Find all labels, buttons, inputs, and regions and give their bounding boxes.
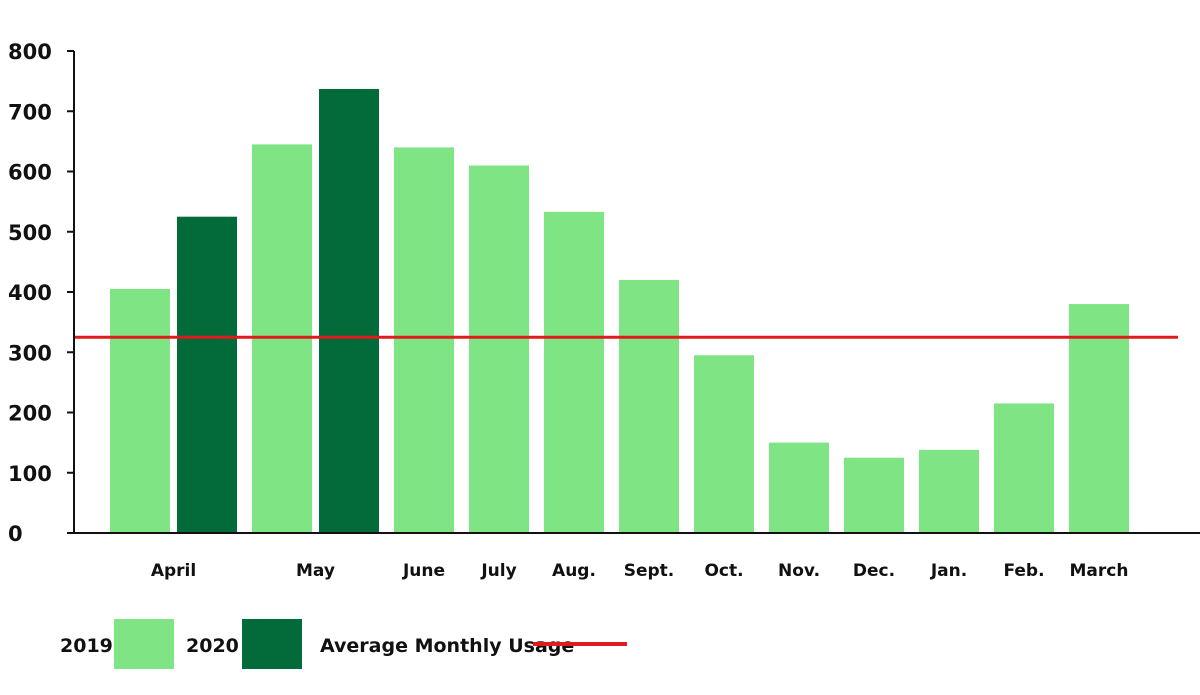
bar-2019-sept xyxy=(619,279,679,533)
bar-2019-feb xyxy=(994,403,1054,533)
bars-group xyxy=(110,88,1129,534)
x-tick-label: June xyxy=(402,561,445,581)
bar-2019-june xyxy=(394,147,454,533)
x-tick-label: Sept. xyxy=(624,561,675,581)
bar-2019-april xyxy=(110,288,170,533)
legend-label-2019: 2019 xyxy=(60,635,113,657)
x-tick-label: Oct. xyxy=(704,561,743,581)
legend-swatch-2020 xyxy=(242,619,302,669)
y-tick-label: 700 xyxy=(8,100,52,124)
y-tick-label: 100 xyxy=(8,462,52,486)
x-tick-label: Feb. xyxy=(1003,561,1044,581)
bar-2019-dec xyxy=(844,457,904,533)
x-tick-label: July xyxy=(480,561,516,581)
bar-2020-april xyxy=(177,216,237,533)
usage-bar-chart: 0 100 200 300 400 500 600 700 800 April May June Ju… xyxy=(8,40,1200,581)
legend-label-2020: 2020 xyxy=(186,635,239,657)
y-tick-labels: 0 100 200 300 400 500 600 700 800 xyxy=(8,40,52,546)
bar-2019-oct xyxy=(694,355,754,533)
bar-2019-jan xyxy=(919,449,979,533)
y-tick-label: 800 xyxy=(8,40,52,64)
legend-line-average xyxy=(533,642,627,646)
bar-2020-may xyxy=(319,88,379,534)
axes-group xyxy=(67,50,1200,534)
y-tick-label: 0 xyxy=(8,522,23,546)
y-tick-label: 500 xyxy=(8,221,52,245)
bar-2019-nov xyxy=(769,442,829,533)
x-tick-label: Dec. xyxy=(853,561,895,581)
legend: 2019 2020 Average Monthly Usage xyxy=(0,615,1200,675)
legend-swatch-2019 xyxy=(114,619,174,669)
x-tick-label: April xyxy=(151,561,196,581)
x-tick-label: Jan. xyxy=(930,561,967,581)
y-tick-label: 600 xyxy=(8,161,52,185)
y-tick-label: 400 xyxy=(8,281,52,305)
bar-2019-july xyxy=(469,165,529,533)
legend-label-average: Average Monthly Usage xyxy=(320,635,575,657)
bar-2019-march xyxy=(1069,304,1129,533)
y-tick-label: 300 xyxy=(8,341,52,365)
x-tick-label: May xyxy=(296,561,335,581)
x-tick-label: Nov. xyxy=(778,561,820,581)
bar-2019-aug xyxy=(544,211,604,533)
y-tick-label: 200 xyxy=(8,402,52,426)
x-tick-labels: April May June July Aug. Sept. Oct. Nov. Dec. Jan… xyxy=(151,561,1129,581)
x-tick-label: March xyxy=(1070,561,1129,581)
bar-2019-may xyxy=(252,144,312,533)
x-tick-label: Aug. xyxy=(552,561,596,581)
